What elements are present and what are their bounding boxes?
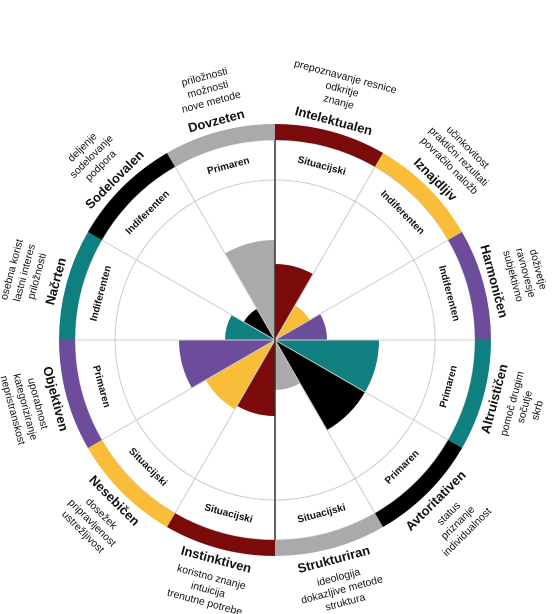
wedge	[225, 240, 275, 340]
category-band	[59, 339, 102, 448]
category-band	[274, 124, 383, 167]
category-band	[167, 124, 276, 167]
category-band	[374, 439, 463, 528]
level-label: Primaren	[438, 364, 460, 409]
radial-line	[274, 239, 449, 341]
wedge	[275, 305, 310, 340]
wedge	[243, 308, 275, 340]
category-band	[448, 232, 491, 341]
category-band	[448, 339, 491, 448]
radial-line	[101, 339, 276, 441]
wedge	[275, 340, 300, 390]
level-label: Situacijski	[296, 502, 347, 525]
level-label: Situacijski	[296, 155, 347, 178]
wedge	[237, 340, 275, 416]
level-label: Indiferenten	[89, 264, 114, 322]
category-band	[87, 152, 176, 241]
wedge	[275, 340, 379, 392]
level-label: Primaren	[90, 364, 112, 409]
level-label: Primaren	[206, 155, 251, 177]
category-band	[167, 513, 276, 556]
wedge	[275, 264, 313, 340]
level-label: Primaren	[383, 448, 421, 486]
category-band	[274, 513, 383, 556]
radial-line	[174, 339, 276, 514]
category-band	[374, 152, 463, 241]
level-label: Situacijski	[203, 502, 254, 525]
level-label: Indiferenten	[436, 264, 461, 322]
wedge	[205, 340, 275, 410]
wedge	[179, 340, 275, 388]
wedges	[179, 240, 379, 431]
wedge	[275, 314, 327, 340]
category-band	[59, 232, 102, 341]
wedge	[225, 315, 275, 340]
radial-line	[274, 339, 449, 441]
wedge	[275, 340, 366, 431]
radial-line	[274, 339, 376, 514]
radial-line	[274, 166, 376, 341]
radial-line	[174, 166, 276, 341]
description: skrb	[529, 399, 546, 421]
category-band	[87, 439, 176, 528]
radial-line	[101, 239, 276, 341]
